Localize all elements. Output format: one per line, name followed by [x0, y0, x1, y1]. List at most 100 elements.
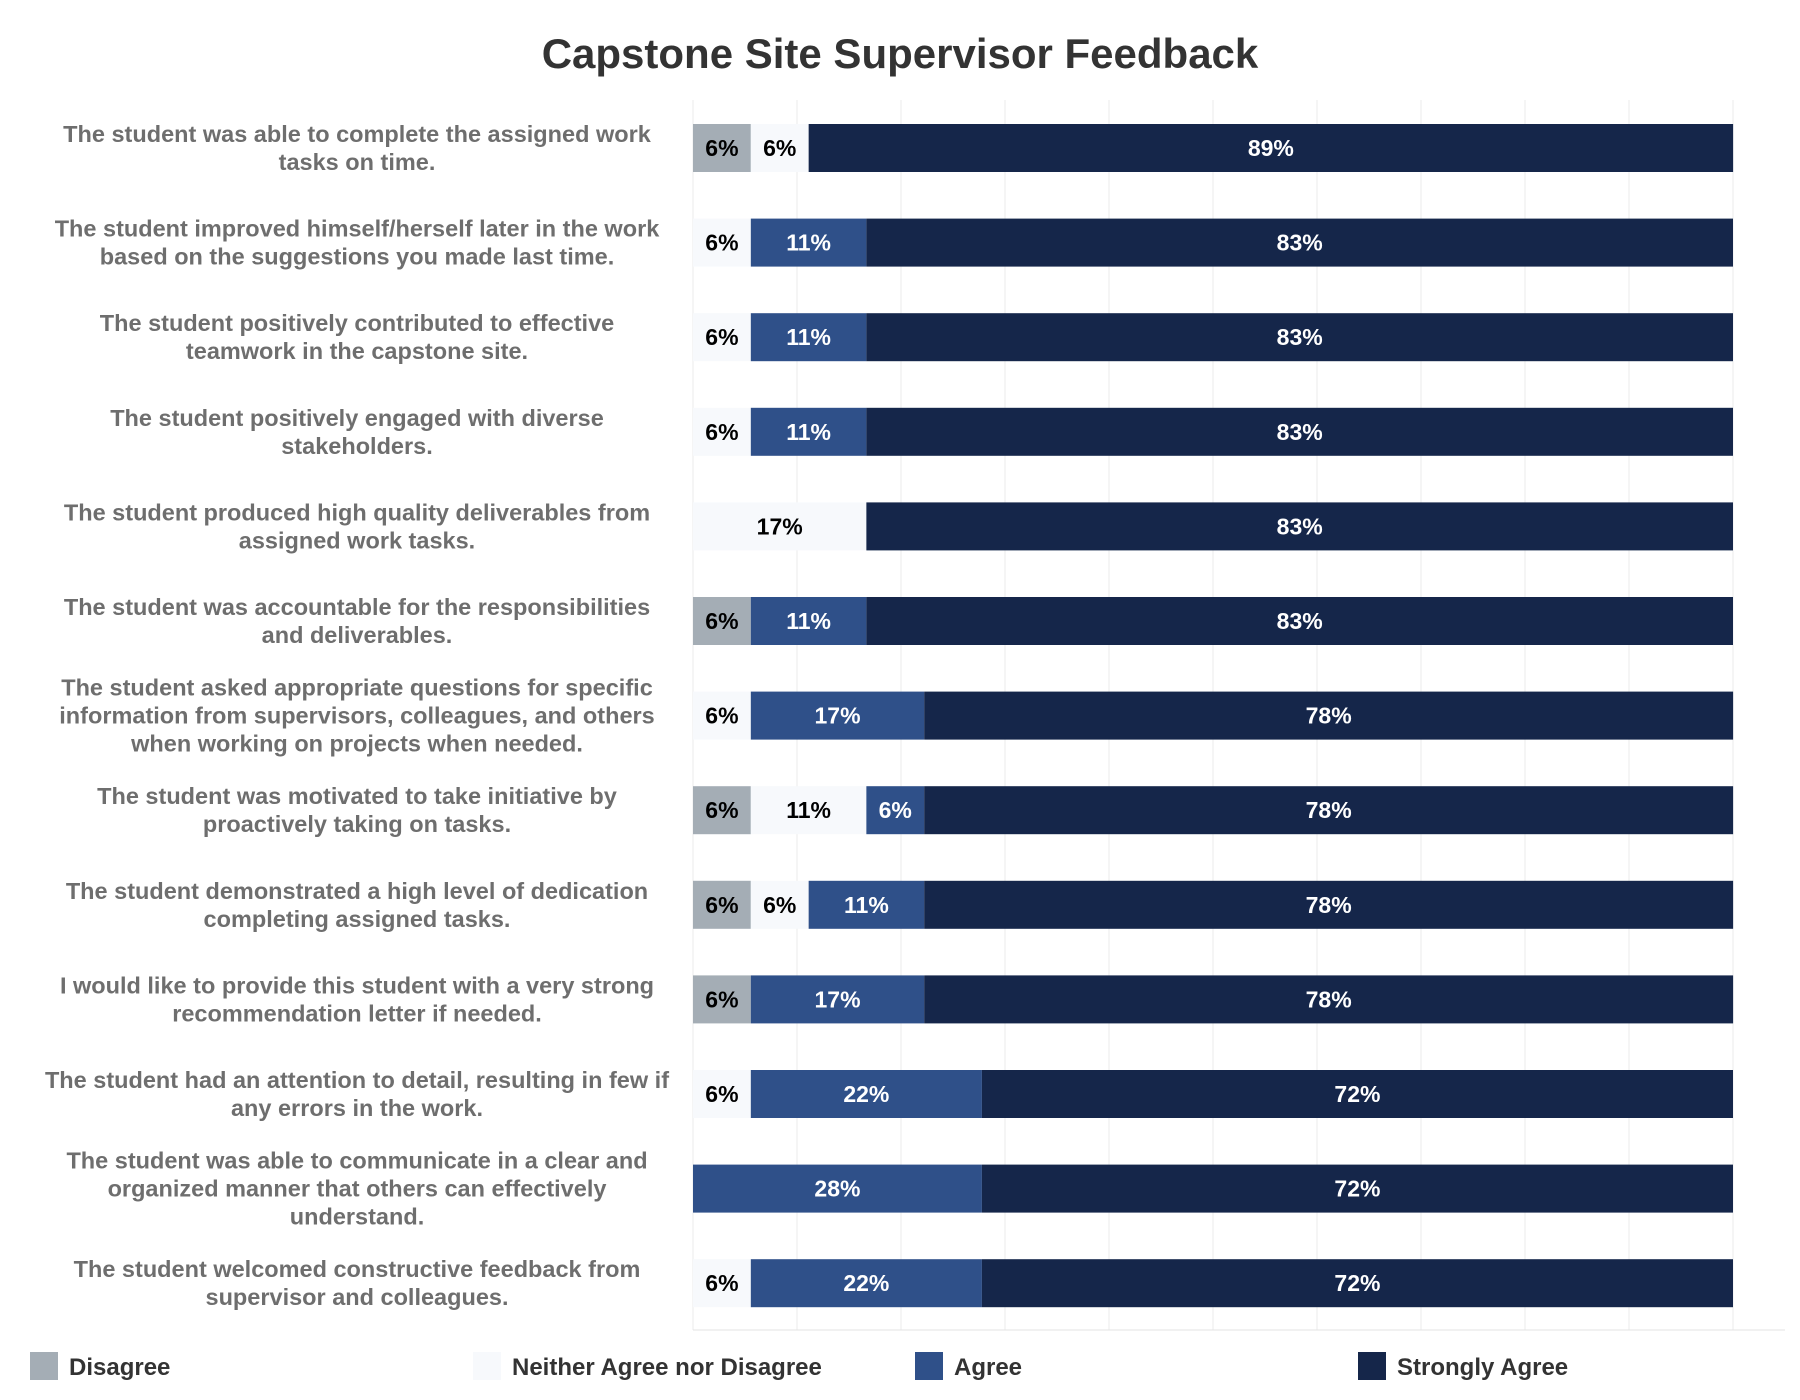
data-label: 83%: [1277, 608, 1323, 634]
bar-segment: [924, 691, 1734, 740]
data-label: 11%: [786, 230, 831, 256]
data-label: 72%: [1334, 1176, 1380, 1202]
data-label: 11%: [786, 608, 831, 634]
category-label: based on the suggestions you made last t…: [100, 244, 615, 270]
category-label: The student positively engaged with dive…: [110, 405, 604, 431]
data-label: 6%: [705, 1270, 738, 1296]
data-label: 6%: [705, 986, 738, 1012]
data-label: 83%: [1277, 513, 1323, 539]
category-label: tasks on time.: [279, 149, 436, 175]
data-label: 22%: [843, 1270, 889, 1296]
bar-segment: [750, 786, 867, 835]
bar-segment: [693, 975, 751, 1024]
data-label: 6%: [763, 135, 796, 161]
bar-segment: [866, 786, 925, 835]
category-label: when working on projects when needed.: [130, 731, 583, 757]
data-label: 17%: [757, 513, 803, 539]
bar-segment: [750, 597, 867, 645]
category-label: The student had an attention to detail, …: [45, 1067, 669, 1093]
category-label: any errors in the work.: [231, 1095, 483, 1121]
data-label: 78%: [1306, 703, 1352, 729]
category-label: The student produced high quality delive…: [64, 499, 650, 525]
bar-segment: [693, 218, 751, 267]
bar-segment: [750, 691, 925, 740]
category-label: The student was able to complete the ass…: [63, 121, 652, 147]
bar-segment: [866, 313, 1733, 362]
bar-segment: [693, 313, 751, 362]
category-label: supervisor and colleagues.: [206, 1284, 509, 1310]
bar-segment: [866, 597, 1733, 645]
data-label: 6%: [705, 703, 738, 729]
bar-segment: [981, 1259, 1733, 1308]
bar-segment: [693, 124, 751, 172]
bar-segment: [693, 1070, 751, 1118]
category-label: and deliverables.: [262, 622, 453, 648]
legend-label: Strongly Agree: [1397, 1354, 1568, 1381]
bar-segment: [693, 1259, 751, 1308]
bar-segment: [693, 880, 751, 929]
bar-segment: [693, 1164, 982, 1213]
data-label: 6%: [705, 797, 738, 823]
category-label: The student positively contributed to ef…: [100, 310, 614, 336]
data-label: 11%: [786, 419, 831, 445]
bar-segment: [981, 1070, 1733, 1118]
bar-segment: [750, 1259, 982, 1308]
legend-swatch: [30, 1352, 58, 1380]
category-label: The student demonstrated a high level of…: [66, 878, 648, 904]
data-label: 17%: [814, 703, 860, 729]
bar-segment: [808, 880, 925, 929]
data-label: 6%: [705, 892, 738, 918]
data-label: 17%: [814, 986, 860, 1012]
bar-segment: [866, 407, 1733, 456]
category-label: The student welcomed constructive feedba…: [74, 1256, 641, 1282]
data-label: 6%: [705, 419, 738, 445]
bar-segment: [750, 124, 809, 172]
data-label: 22%: [843, 1081, 889, 1107]
category-label: The student improved himself/herself lat…: [55, 216, 661, 242]
legend-swatch: [1358, 1352, 1386, 1380]
category-label: organized manner that others can effecti…: [108, 1176, 607, 1202]
bar-segment: [981, 1164, 1733, 1213]
data-label: 72%: [1334, 1081, 1380, 1107]
bar-segment: [924, 786, 1734, 835]
bar-segment: [750, 975, 925, 1024]
data-label: 78%: [1306, 986, 1352, 1012]
bar-segment: [750, 407, 867, 456]
bar-segment: [750, 880, 809, 929]
data-label: 6%: [705, 608, 738, 634]
data-label: 6%: [879, 797, 912, 823]
data-label: 6%: [705, 1081, 738, 1107]
bar-segment: [866, 502, 1733, 551]
bar-segment: [750, 313, 867, 362]
category-label: I would like to provide this student wit…: [60, 972, 654, 998]
bar-segment: [750, 1070, 982, 1118]
bar-segment: [693, 597, 751, 645]
data-label: 6%: [705, 230, 738, 256]
data-label: 11%: [844, 892, 889, 918]
category-label: The student asked appropriate questions …: [61, 675, 653, 701]
data-label: 78%: [1306, 892, 1352, 918]
legend-label: Neither Agree nor Disagree: [512, 1354, 822, 1381]
data-label: 78%: [1306, 797, 1352, 823]
data-label: 28%: [814, 1176, 860, 1202]
data-label: 89%: [1248, 135, 1294, 161]
category-label: information from supervisors, colleagues…: [59, 703, 654, 729]
data-label: 6%: [705, 324, 738, 350]
data-label: 6%: [705, 135, 738, 161]
bar-segment: [693, 786, 751, 835]
data-label: 6%: [763, 892, 796, 918]
category-label: teamwork in the capstone site.: [186, 338, 528, 364]
data-label: 83%: [1277, 324, 1323, 350]
chart-title: Capstone Site Supervisor Feedback: [541, 30, 1259, 77]
category-label: assigned work tasks.: [239, 527, 475, 553]
legend-label: Disagree: [69, 1354, 170, 1381]
data-label: 11%: [786, 797, 831, 823]
legend-label: Agree: [954, 1354, 1022, 1381]
category-label: understand.: [290, 1204, 424, 1230]
data-label: 11%: [786, 324, 831, 350]
category-label: The student was able to communicate in a…: [66, 1148, 647, 1174]
bar-segment: [693, 502, 867, 551]
category-label: completing assigned tasks.: [204, 906, 511, 932]
bar-segment: [924, 975, 1734, 1024]
